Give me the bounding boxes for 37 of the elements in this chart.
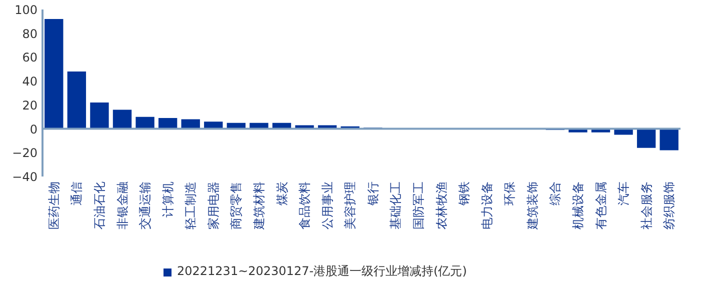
x-tick-label: 商贸零售 <box>229 182 244 230</box>
x-tick-label: 建筑装饰 <box>525 182 540 230</box>
x-tick-label: 钢铁 <box>457 182 472 206</box>
x-tick-label: 纺织服饰 <box>662 182 676 230</box>
x-tick-label: 公用事业 <box>320 182 334 230</box>
x-tick-label: 综合 <box>548 182 562 206</box>
y-tick-label: −20 <box>12 146 38 160</box>
x-tick-label: 农林牧渔 <box>434 182 448 230</box>
x-tick-label: 煤炭 <box>274 182 289 206</box>
x-tick-label: 计算机 <box>160 182 175 218</box>
x-tick-label: 建筑材料 <box>252 182 266 230</box>
legend-label: 20221231~20230127-港股通一级行业增减持(亿元) <box>177 263 467 280</box>
y-tick-label: 0 <box>30 122 38 136</box>
x-tick-label: 国防军工 <box>411 182 426 230</box>
x-tick-label: 电力设备 <box>480 182 494 230</box>
x-tick-label: 基础化工 <box>388 182 403 230</box>
y-tick-label: 100 <box>14 3 38 17</box>
x-tick-label: 银行 <box>366 182 380 206</box>
x-tick-label: 轻工制造 <box>184 182 198 230</box>
y-tick-label: −40 <box>12 170 38 184</box>
x-tick-label: 交通运输 <box>138 182 152 230</box>
y-tick-label: 20 <box>22 98 38 112</box>
x-tick-label: 食品饮料 <box>298 182 312 230</box>
x-tick-label: 环保 <box>502 182 517 206</box>
y-tick-label: 40 <box>22 74 38 89</box>
x-tick-label: 社会服务 <box>639 182 654 230</box>
x-tick-label: 美容护理 <box>343 182 358 230</box>
x-tick-label: 机械设备 <box>570 182 585 230</box>
y-tick-label: 60 <box>22 50 38 65</box>
x-tick-label: 汽车 <box>616 182 631 206</box>
x-tick-label: 医药生物 <box>46 182 61 230</box>
y-tick-label: 80 <box>22 26 38 41</box>
x-tick-label: 通信 <box>70 182 84 206</box>
x-tick-label: 有色金属 <box>594 182 608 230</box>
x-tick-label: 石油石化 <box>92 182 106 230</box>
x-tick-label: 非银金融 <box>115 182 130 230</box>
x-tick-label: 家用电器 <box>206 182 220 230</box>
